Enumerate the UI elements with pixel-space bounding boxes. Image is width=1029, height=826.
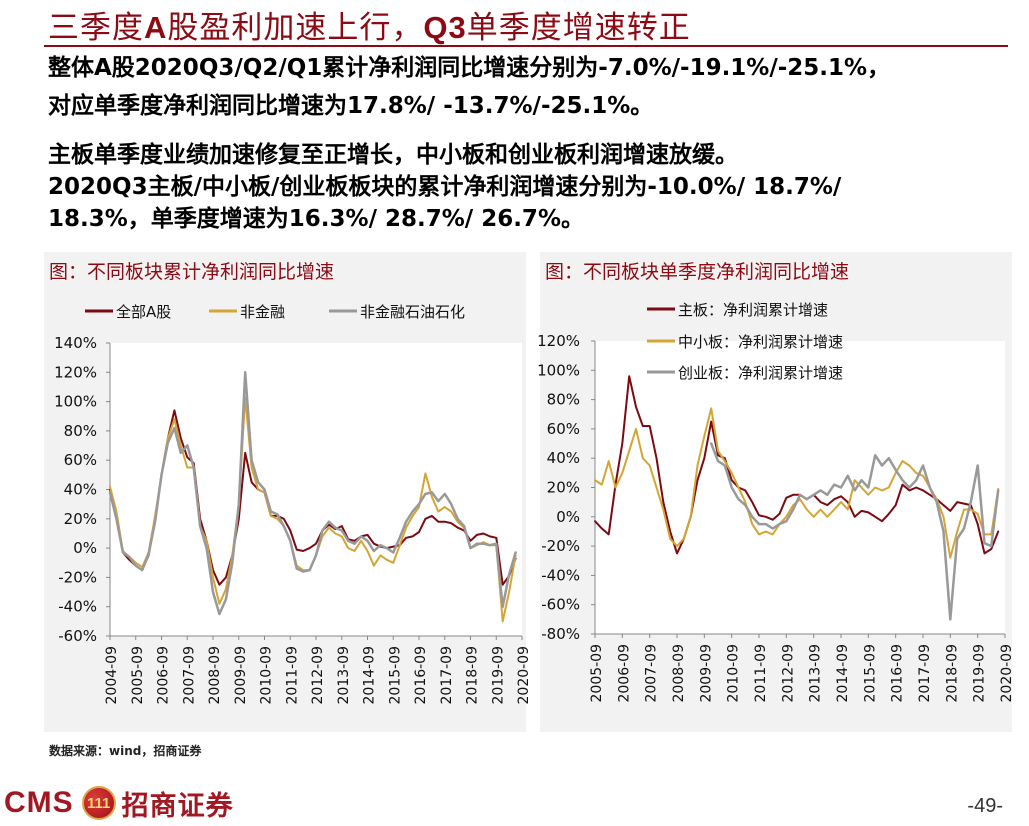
title-divider — [44, 45, 1008, 47]
summary-line-1: 整体A股2020Q3/Q2/Q1累计净利润同比增速分别为-7.0%/-19.1%… — [48, 55, 891, 81]
logo-badge-icon: 111 — [81, 786, 116, 820]
summary-line-4: 2020Q3主板/中小板/创业板板块的累计净利润增速分别为-10.0%/ 18.… — [48, 174, 842, 200]
summary-line-2: 对应单季度净利润同比增速为17.8%/ -13.7%/-25.1%。 — [48, 93, 654, 119]
logo-chinese-name: 招商证券 — [121, 790, 234, 822]
cms-logo: CMS 111 招商证券 — [4, 783, 234, 823]
logo-cms-text: CMS — [4, 786, 74, 819]
page-title: 三季度A股盈利加速上行，Q3单季度增速转正 — [48, 10, 691, 46]
summary-line-5: 18.3%，单季度增速为16.3%/ 28.7%/ 26.7%。 — [48, 206, 584, 232]
left-chart-panel — [44, 252, 526, 732]
left-chart-title: 图：不同板块累计净利润同比增速 — [49, 261, 335, 283]
right-chart-title: 图：不同板块单季度净利润同比增速 — [545, 261, 850, 283]
summary-line-3: 主板单季度业绩加速修复至正增长，中小板和创业板利润增速放缓。 — [48, 142, 738, 168]
right-chart-panel — [540, 252, 1012, 732]
data-source: 数据来源：wind，招商证券 — [49, 744, 202, 758]
page-number: -49- — [967, 795, 1003, 817]
